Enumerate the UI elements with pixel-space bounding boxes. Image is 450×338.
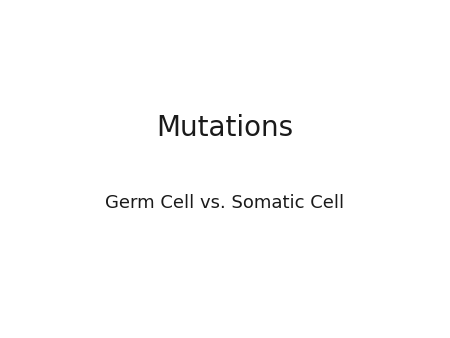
Text: Mutations: Mutations (157, 115, 293, 142)
Text: Germ Cell vs. Somatic Cell: Germ Cell vs. Somatic Cell (105, 194, 345, 212)
